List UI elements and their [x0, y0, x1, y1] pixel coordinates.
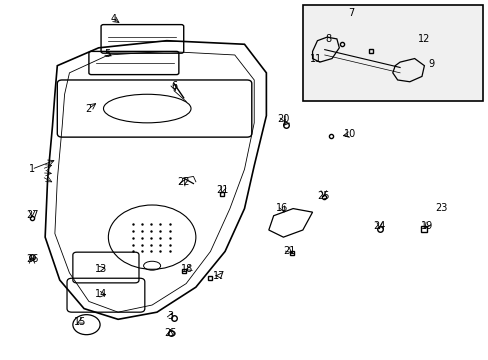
Text: 3: 3: [167, 311, 173, 321]
Text: 27: 27: [26, 210, 38, 220]
Text: 21: 21: [216, 185, 228, 195]
Text: 8: 8: [325, 34, 330, 44]
Text: 16: 16: [276, 203, 288, 213]
Bar: [302, 5, 482, 102]
Text: 17: 17: [213, 271, 225, 281]
Text: 13: 13: [95, 264, 107, 274]
Text: 22: 22: [177, 177, 189, 187]
Text: 7: 7: [347, 8, 354, 18]
Text: 10: 10: [344, 129, 356, 139]
Text: 18: 18: [181, 264, 193, 274]
Text: 5: 5: [104, 49, 110, 59]
Text: 26: 26: [26, 254, 38, 264]
Text: 24: 24: [373, 221, 385, 231]
Text: 19: 19: [420, 221, 432, 231]
Text: 12: 12: [417, 34, 430, 44]
Text: 23: 23: [434, 203, 447, 213]
Text: 25: 25: [164, 328, 177, 338]
Text: 15: 15: [74, 317, 86, 327]
Text: 11: 11: [310, 54, 322, 64]
Text: 6: 6: [171, 81, 177, 91]
Text: 25: 25: [317, 191, 329, 201]
Text: 14: 14: [95, 289, 107, 299]
Text: 21: 21: [283, 246, 295, 256]
Text: 4: 4: [110, 14, 116, 23]
Text: 20: 20: [277, 113, 289, 123]
Text: 9: 9: [428, 59, 434, 69]
Text: 1: 1: [28, 164, 35, 174]
Text: 2: 2: [84, 104, 91, 114]
